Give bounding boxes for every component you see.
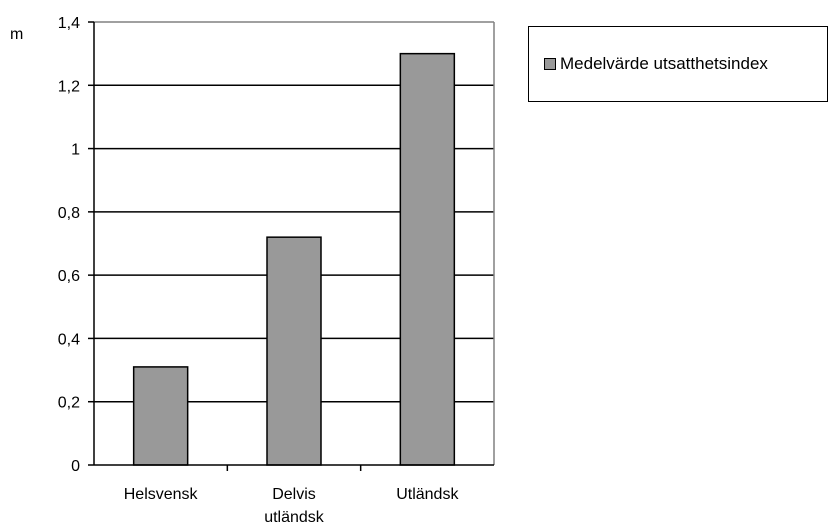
y-tick-label: 0,2 — [58, 395, 80, 412]
y-tick-label: 1,4 — [58, 15, 80, 32]
bars — [132, 52, 456, 466]
y-tick-label: 0,4 — [58, 331, 80, 348]
x-category-label: Helsvensk — [124, 486, 199, 503]
bar — [266, 236, 322, 466]
y-tick-label: 0,6 — [58, 268, 80, 285]
y-tick-label: 1 — [71, 142, 80, 159]
x-category-label: Delvis utländsk — [264, 486, 325, 526]
y-tick-label: 0 — [71, 458, 80, 475]
y-tick-labels: 0 0,2 0,4 0,6 0,8 1 1,2 1,4 — [58, 15, 80, 475]
x-category-labels: Helsvensk Delvis utländsk Utländsk — [124, 486, 460, 526]
legend: Medelvärde utsatthetsindex — [528, 26, 828, 102]
x-category-label-line: Delvis — [272, 486, 316, 503]
y-axis-label: m — [10, 26, 23, 43]
axes — [88, 21, 495, 471]
x-category-label-line: Utländsk — [396, 486, 459, 503]
bar — [399, 52, 456, 466]
bar — [132, 366, 189, 466]
y-tick-label: 1,2 — [58, 78, 80, 95]
x-category-label-line: Helsvensk — [124, 486, 199, 503]
x-category-label-line: utländsk — [264, 509, 325, 526]
legend-swatch — [544, 58, 556, 70]
y-tick-label: 0,8 — [58, 205, 80, 222]
legend-label: Medelvärde utsatthetsindex — [560, 54, 768, 73]
x-category-label: Utländsk — [396, 486, 459, 503]
